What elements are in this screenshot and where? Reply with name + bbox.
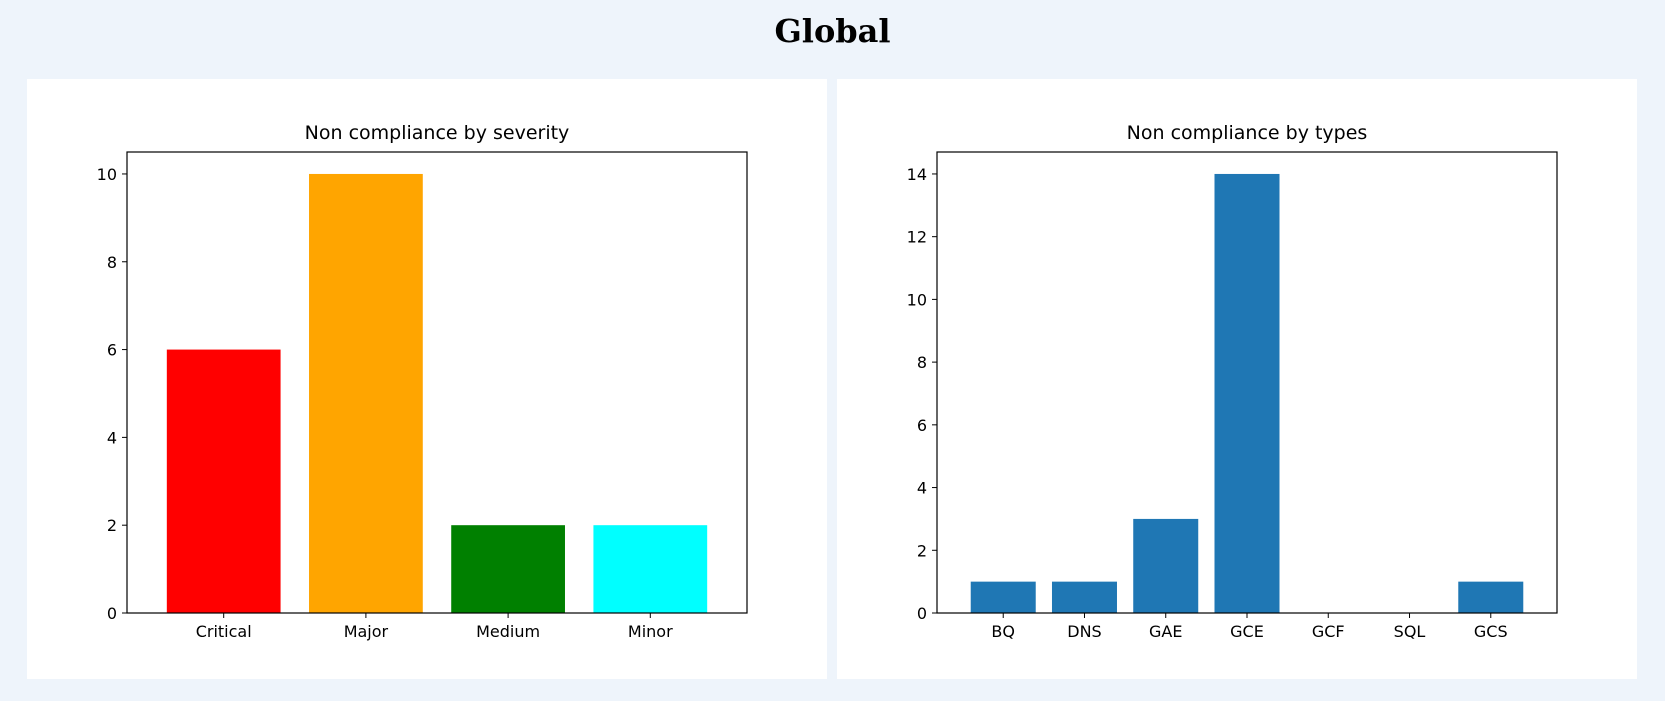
y-tick-label: 6 — [917, 416, 927, 435]
x-tick-label: GCE — [1230, 622, 1264, 641]
bar-critical — [166, 349, 281, 613]
page-title: Global — [774, 12, 891, 50]
x-tick-label: GAE — [1149, 622, 1182, 641]
ticks-group: Critical Major Medium Minor 0 2 4 6 8 10 — [97, 165, 673, 641]
y-tick-label: 10 — [907, 290, 927, 309]
severity-chart: Non compliance by severity Critical Major… — [97, 122, 748, 641]
chart-title: Non compliance by types — [1127, 122, 1368, 144]
bar-major — [309, 173, 423, 613]
y-tick-label: 2 — [107, 516, 117, 535]
x-tick-label: Medium — [476, 622, 540, 641]
y-tick-label: 6 — [107, 341, 117, 360]
bar-medium — [451, 525, 565, 613]
bars-group — [166, 173, 708, 613]
chart-title: Non compliance by severity — [305, 122, 570, 144]
plot-frame — [936, 151, 1558, 614]
y-tick-label: 12 — [907, 228, 927, 247]
y-tick-label: 8 — [107, 253, 117, 272]
y-tick-label: 0 — [917, 604, 927, 623]
bar-bq — [970, 581, 1036, 613]
x-tick-label: SQL — [1394, 622, 1426, 641]
y-tick-label: 4 — [107, 428, 117, 447]
x-tick-label: DNS — [1067, 622, 1101, 641]
y-tick-label: 2 — [917, 541, 927, 560]
types-chart: Non compliance by types BQ DNS GAE GCE GCF SQ… — [907, 122, 1558, 641]
x-tick-label: Major — [344, 622, 389, 641]
bar-gcs — [1458, 581, 1524, 613]
x-tick-label: Critical — [196, 622, 252, 641]
y-tick-label: 4 — [917, 479, 927, 498]
bar-gce — [1214, 173, 1280, 613]
ticks-group: BQ DNS GAE GCE GCF SQL GCS 0 2 4 6 8 10 12 14 — [907, 165, 1508, 641]
bar-dns — [1051, 581, 1117, 613]
x-tick-label: Minor — [628, 622, 673, 641]
y-tick-label: 10 — [97, 165, 117, 184]
chart-panel-severity: Non compliance by severity Critical Major… — [27, 79, 827, 679]
plot-frame — [126, 151, 748, 614]
chart-panel-types: Non compliance by types BQ DNS GAE GCE GCF SQ… — [837, 79, 1637, 679]
bars-group — [970, 173, 1524, 613]
y-tick-label: 8 — [917, 353, 927, 372]
y-tick-label: 14 — [907, 165, 927, 184]
x-tick-label: GCS — [1474, 622, 1508, 641]
x-tick-label: BQ — [991, 622, 1015, 641]
bar-gae — [1133, 518, 1199, 613]
x-tick-label: GCF — [1312, 622, 1345, 641]
y-tick-label: 0 — [107, 604, 117, 623]
bar-minor — [593, 525, 708, 613]
